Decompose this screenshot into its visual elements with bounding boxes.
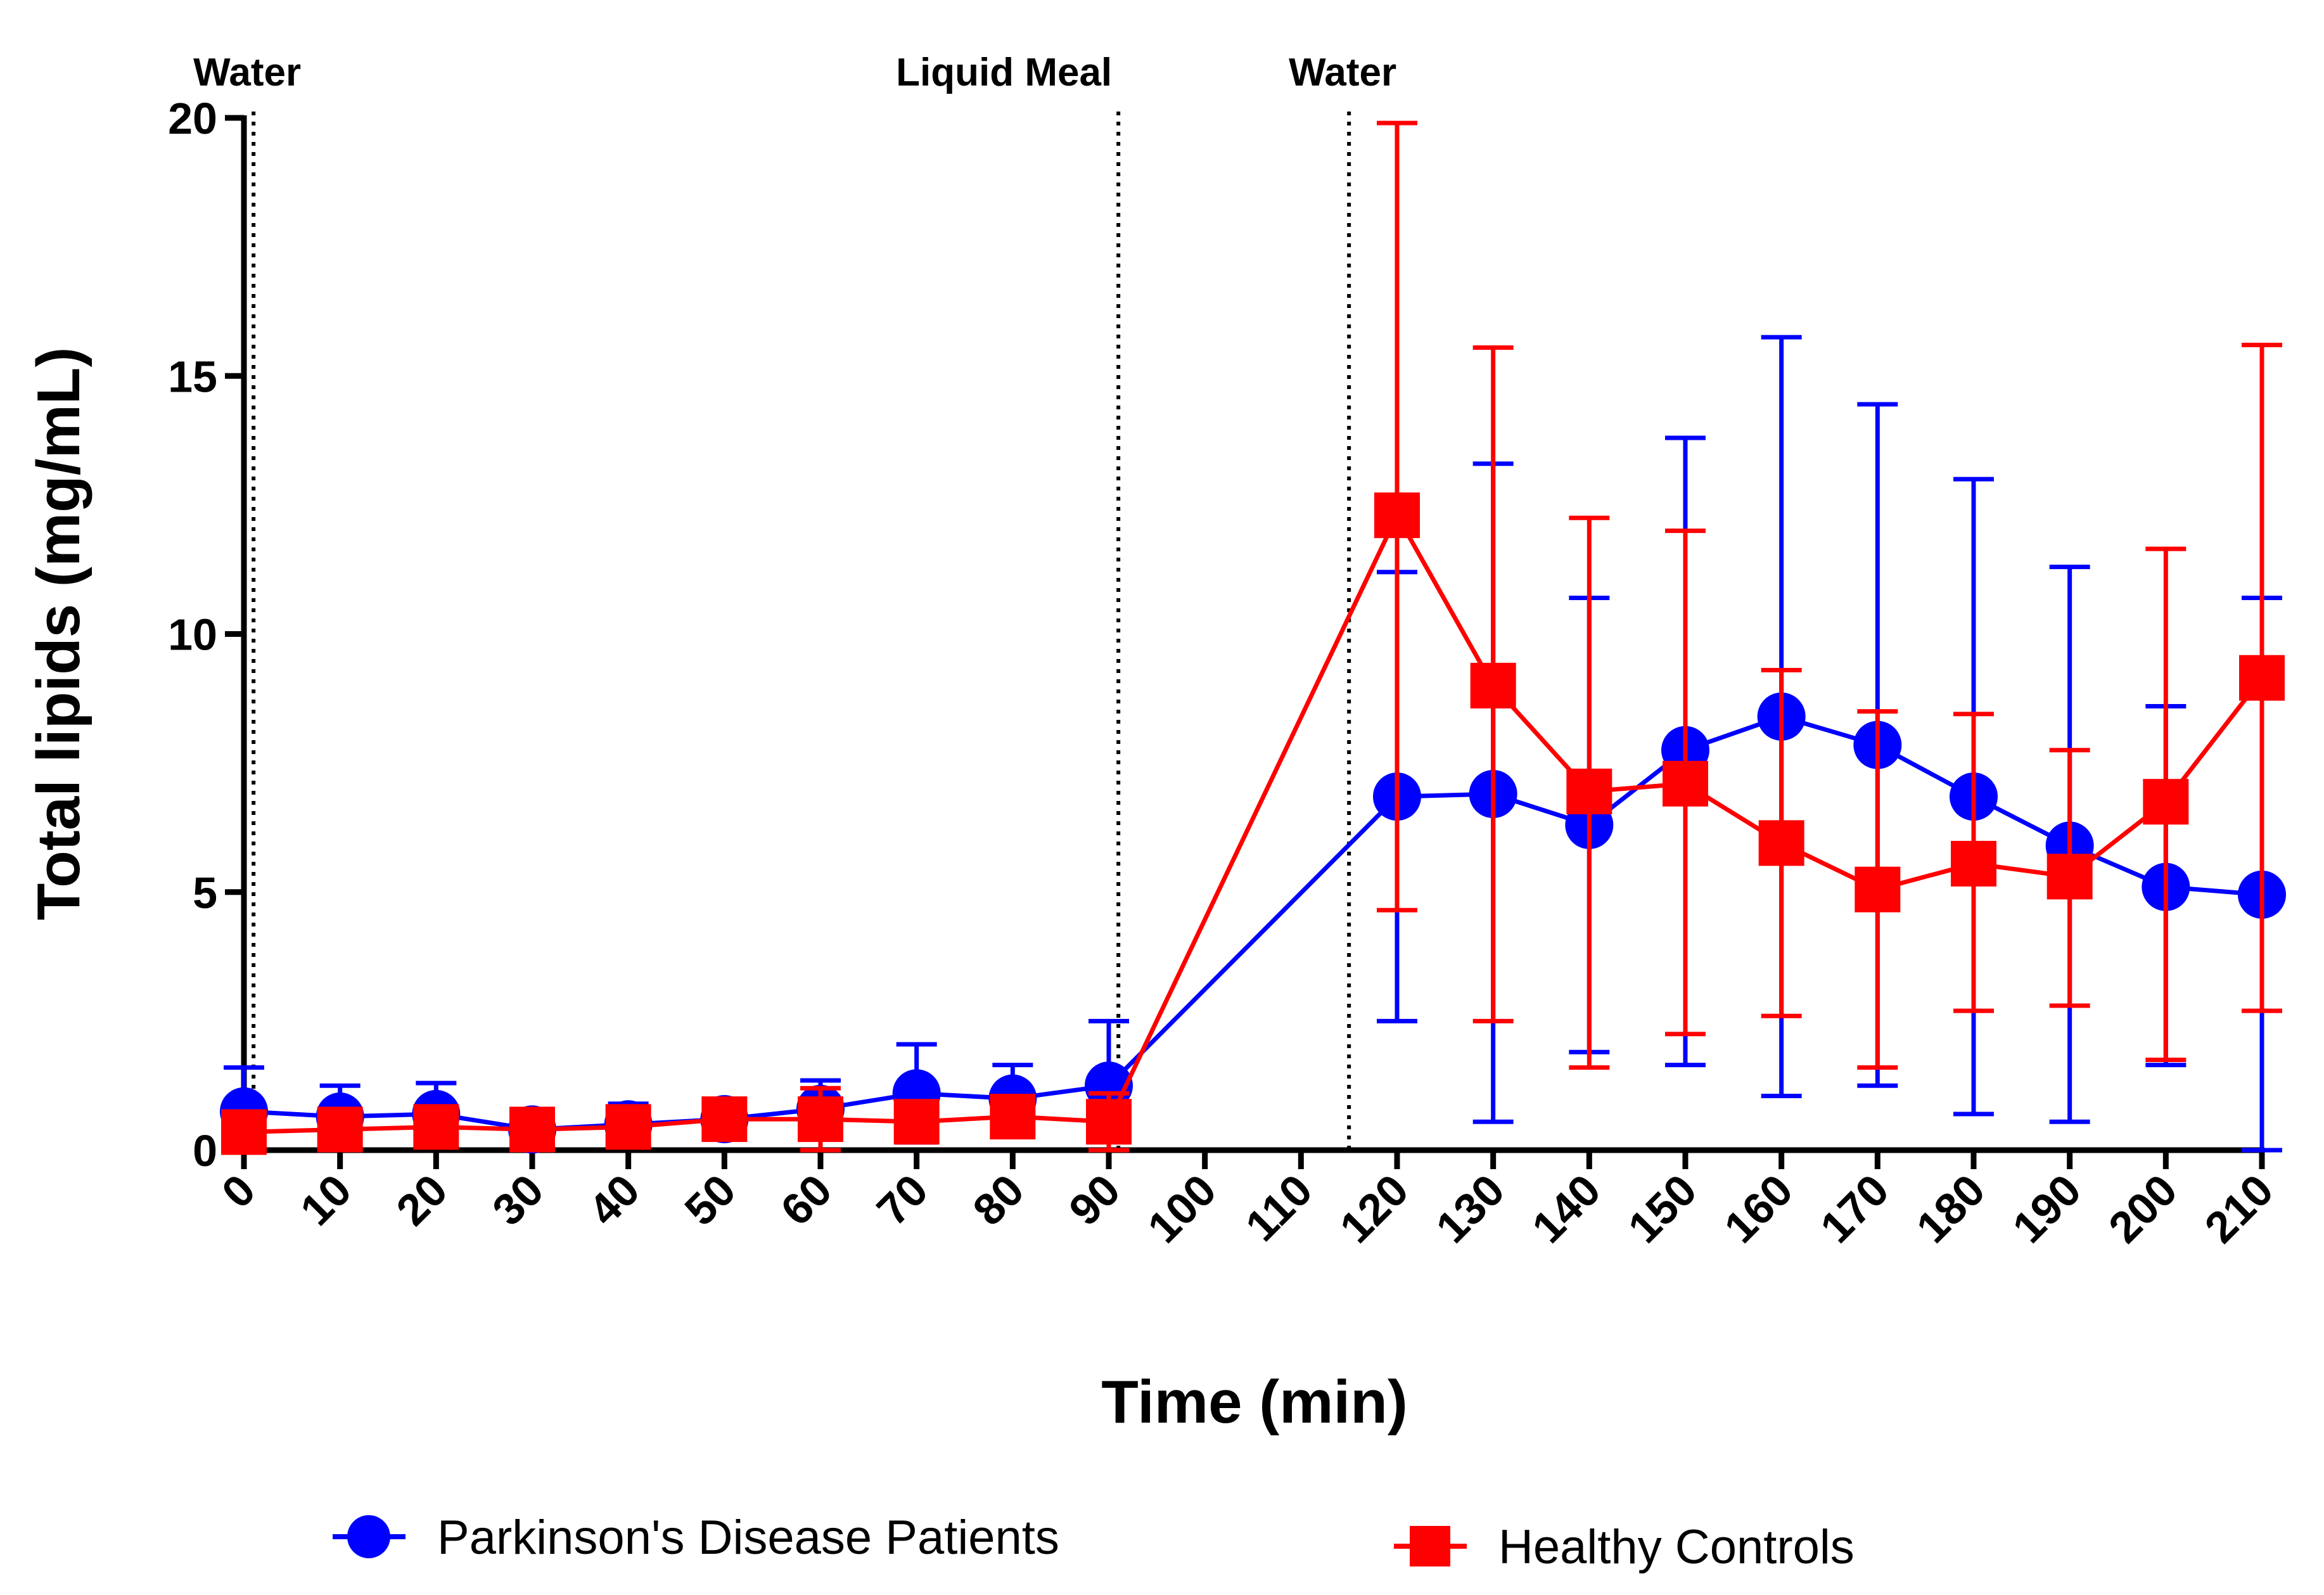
x-tick-label: 110: [1236, 1165, 1322, 1250]
series: [220, 120, 2286, 1155]
x-tick-label: 200: [2099, 1165, 2187, 1252]
x-tick-label: 160: [1715, 1165, 1803, 1252]
data-point: [798, 1096, 843, 1143]
data-point: [317, 1106, 363, 1153]
x-axis-ticks: 0 10 20 30 40 50 60 70 80 90 100 110 120 130 140 150 160…: [212, 1150, 2283, 1252]
x-tick-label: 170: [1811, 1165, 1898, 1252]
y-axis-ticks: 0 5 10 15 20: [168, 94, 244, 1175]
data-point: [509, 1106, 555, 1153]
y-tick-label: 20: [168, 94, 217, 143]
data-point: [1951, 840, 1996, 887]
data-point: [1374, 492, 1420, 539]
y-tick-label: 15: [168, 352, 217, 401]
x-tick-label: 10: [291, 1165, 361, 1234]
data-point: [1566, 768, 1612, 814]
x-tick-label: 0: [212, 1165, 265, 1217]
data-point: [2143, 779, 2189, 825]
x-tick-label: 90: [1059, 1165, 1129, 1234]
y-tick-label: 0: [193, 1126, 217, 1175]
series-pd-patients: [220, 335, 2286, 1154]
x-tick-label: 100: [1139, 1165, 1226, 1252]
x-tick-label: 80: [964, 1165, 1033, 1234]
data-point: [1086, 1099, 1132, 1145]
y-tick-label: 5: [193, 868, 217, 918]
y-tick-label: 10: [168, 610, 217, 660]
x-tick-label: 30: [483, 1165, 552, 1234]
x-tick-label: 190: [2003, 1165, 2091, 1252]
x-tick-label: 20: [387, 1165, 457, 1234]
event-label: Water: [193, 51, 301, 94]
legend-item: Healthy Controls: [1394, 1520, 1855, 1574]
x-tick-label: 50: [675, 1165, 745, 1234]
x-tick-label: 180: [1907, 1165, 1995, 1252]
data-point: [2046, 854, 2093, 900]
data-point: [893, 1099, 940, 1145]
axes: [241, 115, 2264, 1153]
data-point: [413, 1104, 459, 1150]
legend-label: Parkinson's Disease Patients: [437, 1511, 1059, 1565]
x-tick-label: 150: [1619, 1165, 1706, 1252]
data-point: [990, 1094, 1036, 1140]
x-tick-label: 120: [1331, 1165, 1418, 1252]
data-point: [605, 1104, 651, 1150]
series-line: [243, 510, 2264, 1134]
legend: Parkinson's Disease Patients Healthy Cont…: [333, 1511, 1855, 1574]
y-axis-title: Total lipids (mg/mL): [25, 347, 93, 921]
x-tick-label: 70: [867, 1165, 937, 1234]
event-label: Water: [1289, 51, 1396, 94]
series-healthy-controls: [221, 120, 2285, 1155]
legend-marker: [1410, 1526, 1450, 1566]
event-label: Liquid Meal: [896, 51, 1112, 94]
data-point: [1758, 820, 1804, 866]
x-tick-label: 210: [2195, 1165, 2283, 1252]
x-axis-title: Time (min): [1101, 1368, 1408, 1436]
x-tick-label: 130: [1427, 1165, 1514, 1252]
data-point: [1855, 866, 1901, 913]
event-markers: Water Liquid Meal Water: [193, 51, 1396, 1150]
x-tick-label: 140: [1523, 1165, 1610, 1252]
data-point: [701, 1096, 748, 1143]
data-point: [2239, 655, 2285, 701]
x-tick-label: 40: [579, 1165, 649, 1234]
data-point: [1663, 760, 1708, 807]
legend-item: Parkinson's Disease Patients: [333, 1511, 1059, 1565]
data-point: [1470, 662, 1516, 708]
legend-marker: [347, 1515, 390, 1558]
data-point: [221, 1109, 267, 1155]
legend-label: Healthy Controls: [1498, 1520, 1855, 1574]
x-tick-label: 60: [771, 1165, 841, 1234]
